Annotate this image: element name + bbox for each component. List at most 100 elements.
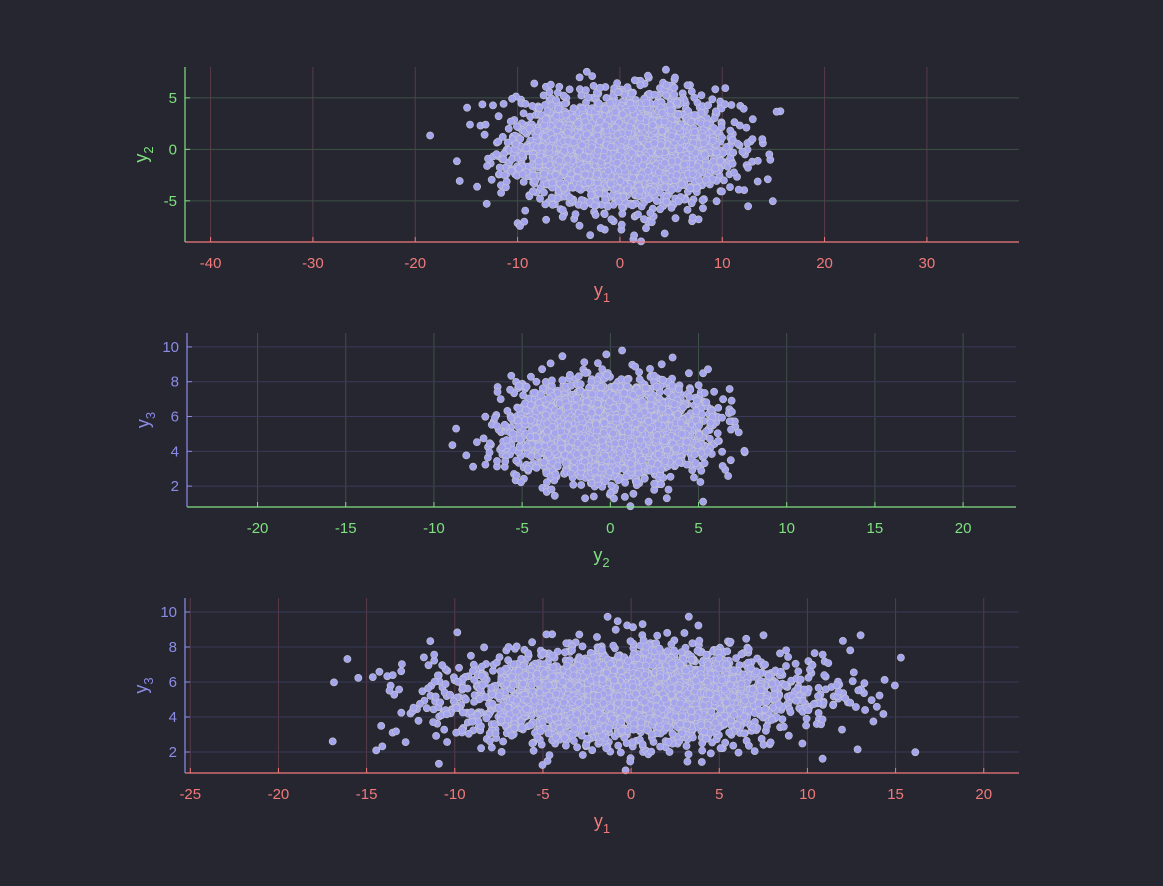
x-tick-label: -15 <box>335 520 357 537</box>
scatter-point <box>577 91 586 100</box>
scatter-point <box>558 206 567 214</box>
scatter-point <box>607 215 616 224</box>
scatter-point <box>497 188 505 197</box>
scatter-point <box>673 98 681 107</box>
scatter-point <box>583 162 592 171</box>
scatter-point <box>565 193 574 202</box>
scatter-point <box>539 91 548 100</box>
scatter-point <box>667 186 676 194</box>
scatter-point <box>529 171 538 180</box>
scatter-point <box>573 174 581 182</box>
scatter-point <box>561 99 569 108</box>
scatter-point <box>593 170 602 178</box>
scatter-point <box>693 396 701 405</box>
scatter-point <box>644 71 652 80</box>
scatter-point <box>671 214 680 223</box>
scatter-point <box>667 203 676 212</box>
scatter-point <box>701 175 710 184</box>
scatter-point <box>565 85 574 94</box>
scatter-point <box>697 91 706 100</box>
scatter-point <box>674 123 682 132</box>
x-tick-label: -20 <box>247 520 269 537</box>
scatter-point <box>628 138 637 147</box>
scatter-point <box>744 163 752 172</box>
scatter-point <box>541 132 549 141</box>
scatter-point <box>600 210 609 218</box>
scatter-point <box>492 150 501 158</box>
scatter-point <box>636 81 645 90</box>
scatter-point <box>489 101 497 110</box>
scatter-point <box>483 162 491 170</box>
scatter-point <box>473 182 481 191</box>
scatter-point <box>548 200 557 209</box>
scatter-point <box>529 187 537 196</box>
scatter-point <box>499 155 508 164</box>
scatter-point <box>525 124 534 133</box>
scatter-points <box>426 65 785 246</box>
scatter-point <box>694 381 703 390</box>
scatter-point <box>636 186 644 195</box>
scatter-point <box>599 152 608 161</box>
scatter-point <box>472 438 481 446</box>
scatter-point <box>522 144 531 152</box>
scatter-point <box>601 195 609 204</box>
scatter-point <box>685 369 693 378</box>
scatter-point <box>726 183 734 191</box>
scatter-point <box>674 110 682 119</box>
scatter-point <box>426 131 434 140</box>
scatter-point <box>725 385 734 393</box>
scatter-point <box>688 213 697 222</box>
scatter-point <box>541 115 550 124</box>
scatter-point <box>555 82 564 91</box>
scatter-point <box>636 173 645 182</box>
scatter-point <box>652 197 661 205</box>
x-tick-label: -10 <box>507 255 529 272</box>
scatter-point <box>728 159 737 168</box>
scatter-point <box>555 156 564 165</box>
scatter-point <box>542 215 550 224</box>
scatter-point <box>721 84 730 92</box>
scatter-point <box>613 158 622 167</box>
scatter-point <box>614 152 623 160</box>
scatter-point <box>469 462 477 471</box>
scatter-point <box>569 480 578 489</box>
x-tick-label: -20 <box>404 255 426 272</box>
scatter-point <box>552 112 561 120</box>
scatter-point <box>648 121 657 129</box>
scatter-point <box>559 91 568 100</box>
scatter-point <box>606 179 615 188</box>
x-tick-label: 5 <box>694 520 702 537</box>
y-tick-label: -5 <box>164 193 177 210</box>
scatter-point <box>518 150 527 159</box>
scatter-point <box>534 157 543 165</box>
scatter-point <box>547 193 556 202</box>
x-tick-label: -40 <box>200 255 222 272</box>
scatter-point <box>596 136 604 145</box>
scatter-point <box>758 135 767 143</box>
scatter-point <box>487 175 496 184</box>
scatter-point <box>593 125 602 134</box>
scatter-point <box>617 220 626 229</box>
scatter-point <box>658 126 666 135</box>
scatter-point <box>631 362 640 371</box>
scatter-point <box>660 229 669 238</box>
scatter-point <box>481 120 490 129</box>
scatter-point <box>711 85 720 94</box>
scatter-point <box>697 108 706 117</box>
scatter-point <box>601 121 610 130</box>
y-tick-label: 0 <box>169 141 177 158</box>
scatter-point <box>710 387 718 396</box>
scatter-point <box>595 189 603 197</box>
scatter-point <box>538 142 547 151</box>
scatter-point <box>596 224 605 232</box>
scatter-point <box>535 104 544 112</box>
scatter-point <box>649 187 657 196</box>
scatter-point <box>590 201 599 210</box>
scatter-point <box>582 67 591 76</box>
scatter-point <box>765 150 774 159</box>
scatter-point <box>521 100 530 108</box>
scatter-point <box>680 160 689 169</box>
x-tick-label: 20 <box>955 520 972 537</box>
scatter-point <box>569 104 578 113</box>
y-tick-label: 4 <box>171 443 179 460</box>
